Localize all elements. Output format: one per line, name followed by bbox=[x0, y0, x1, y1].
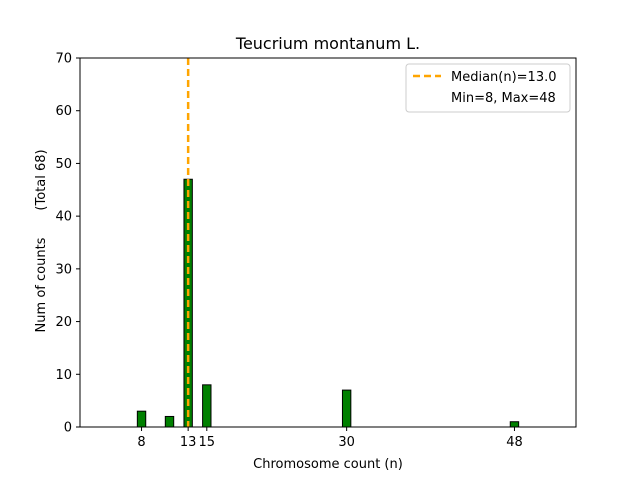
x-tick-label: 8 bbox=[137, 435, 145, 450]
legend-median-label: Median(n)=13.0 bbox=[451, 70, 557, 85]
bar bbox=[164, 415, 175, 428]
bar bbox=[509, 421, 520, 428]
y-tick-label: 0 bbox=[64, 421, 72, 436]
chart-title: Teucrium montanum L. bbox=[235, 34, 420, 53]
legend-minmax-label: Min=8, Max=48 bbox=[451, 91, 556, 106]
plot-area-frame bbox=[79, 57, 577, 428]
x-axis-ticks: 8 13 15 30 48 bbox=[137, 427, 523, 450]
y-axis-total-label: (Total 68) bbox=[34, 149, 49, 210]
x-tick-label: 15 bbox=[199, 435, 216, 450]
y-axis-ticks: 0 10 20 30 40 50 60 70 bbox=[55, 52, 80, 436]
y-tick-label: 10 bbox=[55, 368, 72, 383]
bar bbox=[341, 389, 352, 428]
x-tick-label: 48 bbox=[506, 435, 523, 450]
x-axis-label: Chromosome count (n) bbox=[253, 457, 403, 472]
bar bbox=[202, 384, 212, 428]
y-tick-label: 50 bbox=[55, 157, 72, 172]
legend: Median(n)=13.0 Min=8, Max=48 bbox=[405, 63, 571, 113]
legend-box bbox=[405, 63, 571, 113]
y-axis-label: Num of counts bbox=[34, 237, 49, 332]
bar bbox=[136, 410, 147, 428]
y-tick-label: 40 bbox=[55, 210, 72, 225]
x-tick-label: 13 bbox=[180, 435, 197, 450]
y-tick-label: 20 bbox=[55, 315, 72, 330]
x-tick-label: 30 bbox=[338, 435, 355, 450]
y-tick-label: 60 bbox=[55, 104, 72, 119]
y-tick-label: 30 bbox=[55, 262, 72, 277]
y-tick-label: 70 bbox=[55, 52, 72, 67]
bars-group bbox=[136, 178, 547, 428]
